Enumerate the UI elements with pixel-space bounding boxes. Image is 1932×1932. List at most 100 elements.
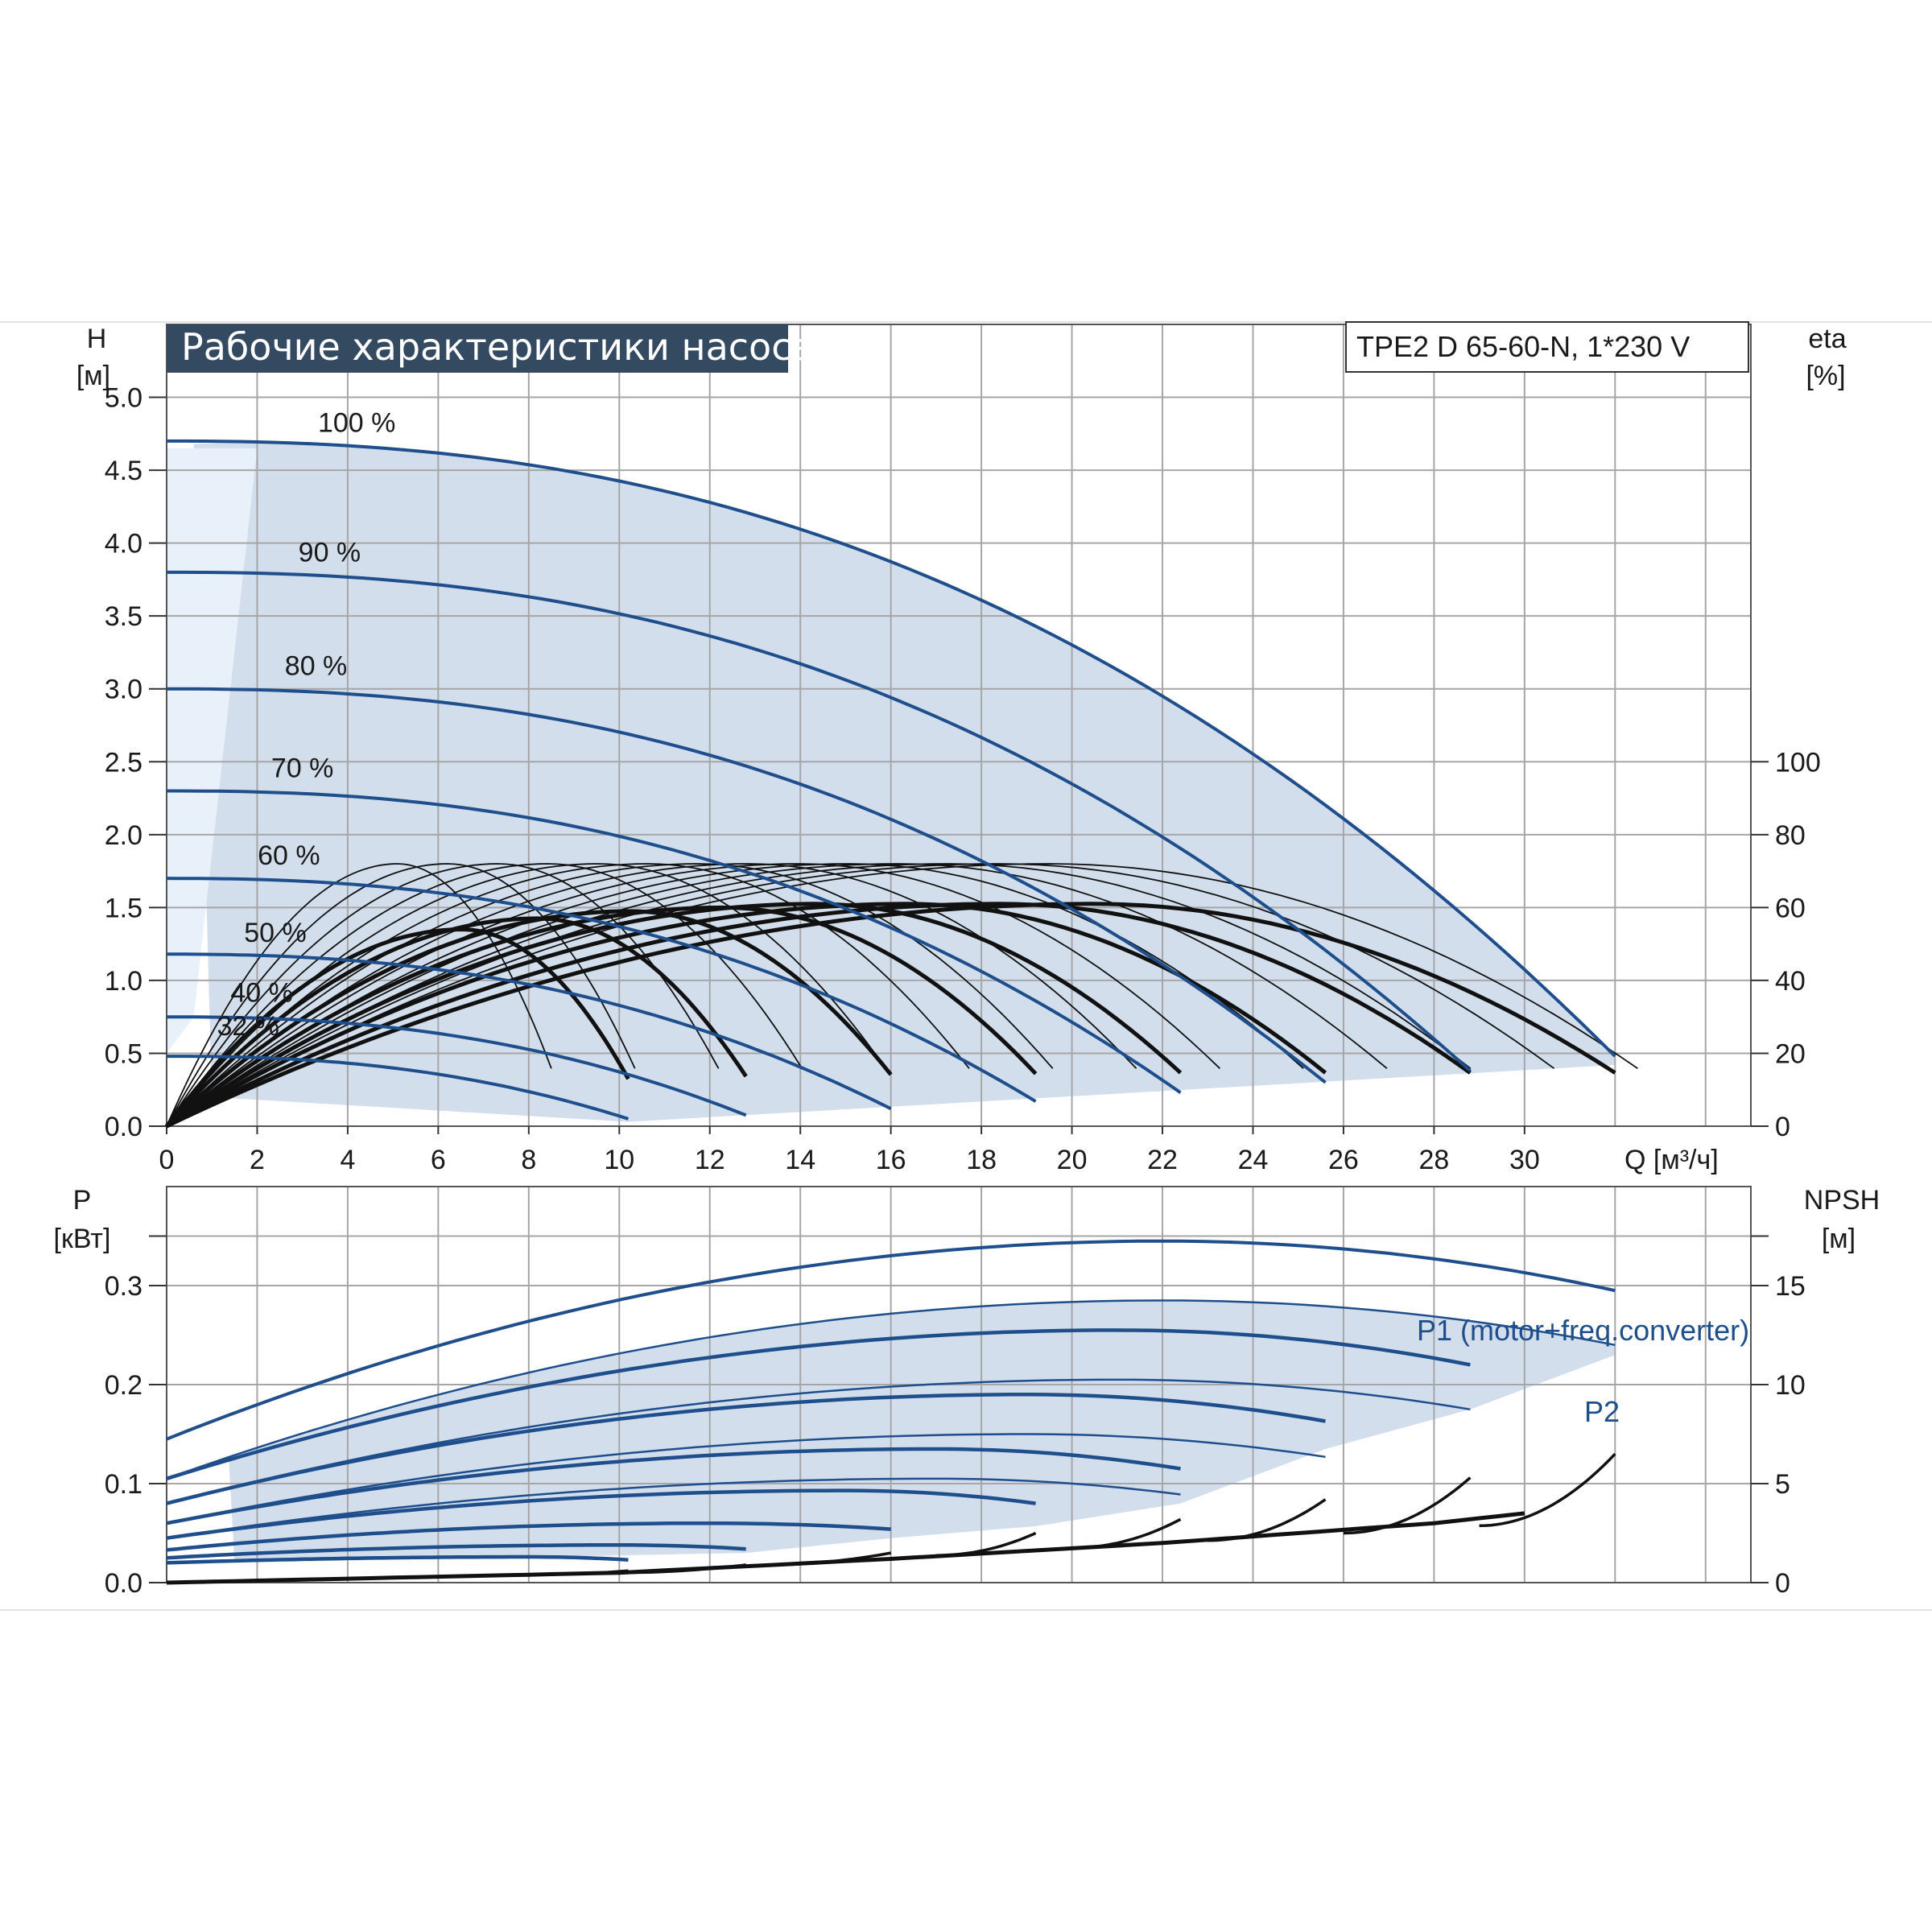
efficiency-thin-curve [166,863,636,1127]
title-box [167,324,788,373]
model-label: TPE2 D 65-60-N, 1*230 V [1356,330,1690,363]
y-tick-label: 3.5 [105,601,142,632]
p1-curve [166,1488,1036,1540]
speed-label: 32 % [217,1011,279,1042]
efficiency-thin-curve [166,863,1388,1127]
y2-axis-label: eta [1808,324,1846,354]
x-tick-label: 14 [785,1145,815,1175]
speed-label: 90 % [299,537,361,568]
y-axis-unit: [м] [76,361,110,391]
npsh-tail [1071,1517,1182,1550]
y-tick-label: 3.0 [105,675,142,705]
y-tick-label: 2.5 [105,747,142,778]
x-tick-label: 18 [966,1145,997,1175]
y-tick-label: 4.5 [105,456,142,486]
efficiency-thin-curve [166,863,970,1127]
head-curve [167,1015,747,1117]
speed-label: 60 % [258,840,320,871]
efficiency-curve [165,927,630,1128]
p2-curve [166,1433,1326,1525]
y2-tick-label: 80 [1775,820,1806,851]
p2-curve [166,1378,1471,1505]
head-curve [166,877,1037,1103]
x-axis-label: Q [м³/ч] [1624,1145,1719,1175]
x-tick-label: 24 [1238,1145,1269,1175]
y-axis-label: H [87,324,107,354]
model-box [1345,321,1749,373]
x-tick-label: 10 [604,1145,634,1175]
npsh-tick-label: 5 [1775,1469,1790,1500]
npsh-tick-label: 10 [1775,1370,1806,1401]
p2-curve [166,1477,1181,1539]
head-curve [167,952,892,1111]
npsh-tail [528,1569,629,1576]
head-curve [167,687,1327,1084]
power-tick-label: 0.1 [105,1469,142,1500]
p1-curve [166,1328,1471,1480]
p1-curve [166,1393,1326,1505]
x-tick-label: 20 [1057,1145,1088,1175]
efficiency-thin-curve [166,863,1638,1127]
y2-tick-label: 20 [1775,1038,1806,1069]
p1-curve [166,1554,629,1565]
y2-tick-label: 100 [1775,747,1821,778]
efficiency-curve [165,905,1038,1128]
head-efficiency-plot: 0 2 4 6 8 10 12 14 16 18 20 22 24 26 28 300.00.51.01.52… [105,324,1821,1175]
y2-axis-unit: [%] [1806,361,1845,391]
y-tick-label: 0.5 [105,1038,142,1069]
chart-title: Рабочие характеристики насоса [181,325,815,369]
efficiency-curve [165,902,1616,1129]
head-curve [167,1055,630,1121]
power-tick-label: 0.3 [105,1271,142,1302]
npsh-tick-label: 0 [1775,1568,1790,1599]
x-tick-label: 6 [431,1145,446,1175]
x-tick-label: 26 [1328,1145,1359,1175]
x-tick-label: 28 [1418,1145,1449,1175]
npsh-tick-label: 15 [1775,1271,1806,1302]
power-axis-unit: [кВт] [54,1224,111,1254]
x-tick-label: 4 [340,1145,355,1175]
y2-tick-label: 40 [1775,966,1806,997]
npsh-axis-label: NPSH [1804,1185,1880,1216]
x-tick-label: 22 [1147,1145,1178,1175]
npsh-tail [1479,1452,1616,1528]
operating-region [193,442,1616,1122]
plot-frame [166,324,1752,1127]
npsh-axis-unit: [м] [1822,1224,1856,1254]
speed-label: 80 % [285,651,348,682]
efficiency-thin-curve [166,863,1221,1127]
npsh-tail [1208,1498,1327,1542]
p2-curve [166,1299,1616,1480]
npsh-tail [1343,1476,1472,1535]
x-tick-label: 0 [159,1145,175,1175]
y2-tick-label: 60 [1775,893,1806,923]
speed-label: 70 % [271,753,334,783]
y-tick-label: 5.0 [105,383,142,414]
npsh-tail [619,1563,746,1575]
y-tick-label: 1.5 [105,893,142,923]
speed-label: 50 % [244,918,307,948]
p2-series-label: P2 [1584,1395,1620,1428]
low-flow-region [167,448,258,1054]
speed-label: 100 % [318,407,395,438]
head-curve [167,570,1472,1072]
x-tick-label: 2 [250,1145,265,1175]
head-curve [167,439,1616,1058]
y-tick-label: 1.0 [105,966,142,997]
y-tick-label: 4.0 [105,529,142,559]
efficiency-thin-curve [166,863,720,1127]
y-tick-label: 2.0 [105,820,142,851]
power-tick-label: 0.0 [105,1568,142,1599]
p1-curve [166,1447,1181,1525]
x-tick-label: 12 [695,1145,725,1175]
speed-label: 40 % [230,977,293,1008]
x-tick-label: 16 [876,1145,906,1175]
efficiency-thin-curve [166,863,1555,1127]
power-tick-label: 0.2 [105,1370,142,1401]
p1-curve [166,1239,1616,1441]
npsh-tail [935,1531,1037,1557]
head-curve [167,789,1182,1094]
y-tick-label: 0.0 [105,1112,142,1142]
npsh-tail [754,1551,892,1567]
